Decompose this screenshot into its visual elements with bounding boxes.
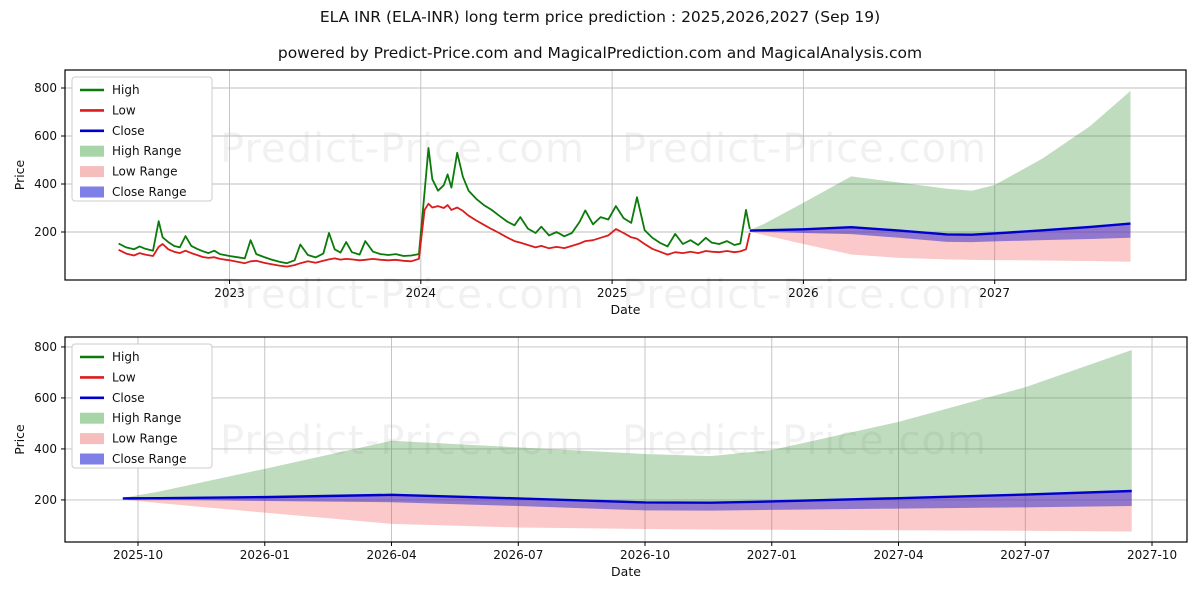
legend-label: High xyxy=(112,83,140,97)
x-tick-label: 2027-07 xyxy=(1000,548,1050,562)
legend-swatch-band xyxy=(80,433,104,445)
x-tick-label: 2025-10 xyxy=(113,548,163,562)
legend-label: Low xyxy=(112,103,136,117)
legend-item: Close xyxy=(80,391,145,405)
legend-swatch-band xyxy=(80,186,104,198)
legend-swatch-band xyxy=(80,145,104,157)
x-axis-label: Date xyxy=(611,302,641,317)
x-tick-label: 2026 xyxy=(788,286,819,300)
legend-item: Close Range xyxy=(80,452,187,466)
y-axis-label: Price xyxy=(12,424,27,455)
watermark-text: Predict-Price.com xyxy=(220,126,585,172)
legend-swatch-band xyxy=(80,166,104,178)
watermark-text: Predict-Price.com xyxy=(622,418,987,464)
legend-label: Low Range xyxy=(112,165,177,179)
legend-box xyxy=(71,343,213,469)
chart-forecast-detail: 2025-10 2026-01 2026-04 2026-07 2026-10 2027-… xyxy=(12,336,1188,579)
y-tick-label: 400 xyxy=(34,177,57,191)
x-tick-label: 2024 xyxy=(406,286,437,300)
legend: High Low Close High Range Low Range Close Ran… xyxy=(71,343,213,469)
chart-history-plus-forecast: 2023 2024 2025 2026 2027 200 400 600 800 Date Pric… xyxy=(12,69,1187,317)
legend-item: Close xyxy=(80,124,145,138)
legend-label: Low Range xyxy=(112,432,177,446)
legend-item: High Range xyxy=(80,411,181,425)
legend-item: High xyxy=(80,83,140,97)
legend-label: Low xyxy=(112,370,136,384)
x-tick-label: 2026-01 xyxy=(240,548,290,562)
legend-label: Close xyxy=(112,124,145,138)
legend-swatch-band xyxy=(80,412,104,424)
close-line xyxy=(749,222,1131,236)
y-tick-label: 600 xyxy=(34,129,57,143)
y-tick-label: 200 xyxy=(34,225,57,239)
x-tick-label: 2027-04 xyxy=(873,548,923,562)
y-axis-label: Price xyxy=(12,159,27,190)
legend-label: High xyxy=(112,350,140,364)
legend-box xyxy=(71,76,213,202)
legend-label: Close xyxy=(112,391,145,405)
legend-label: Close Range xyxy=(112,185,187,199)
figure-title: ELA INR (ELA-INR) long term price predic… xyxy=(319,8,881,26)
legend-label: Close Range xyxy=(112,452,187,466)
high-line xyxy=(118,147,751,265)
x-tick-label: 2026-04 xyxy=(366,548,416,562)
watermark-text: Predict-Price.com xyxy=(622,126,987,172)
x-tick-label: 2027-01 xyxy=(747,548,797,562)
high-range-band xyxy=(749,90,1131,235)
watermark-text: Predict-Price.com xyxy=(220,418,585,464)
x-axis-label: Date xyxy=(611,564,641,579)
plot-border xyxy=(64,336,1188,543)
x-tick-label: 2026-10 xyxy=(620,548,670,562)
x-tick-label: 2025 xyxy=(597,286,628,300)
legend: High Low Close High Range Low Range Close Ran… xyxy=(71,76,213,202)
legend-item: Low Range xyxy=(80,165,177,179)
y-tick-label: 400 xyxy=(34,442,57,456)
x-tick-label: 2027 xyxy=(979,286,1010,300)
legend-label: High Range xyxy=(112,411,181,425)
legend-item: Low xyxy=(80,103,136,117)
close-line xyxy=(122,489,1132,504)
low-line xyxy=(118,202,751,268)
y-tick-label: 800 xyxy=(34,81,57,95)
x-tick-label: 2026-07 xyxy=(493,548,543,562)
y-tick-label: 200 xyxy=(34,493,57,507)
legend-item: High xyxy=(80,350,140,364)
y-tick-label: 600 xyxy=(34,391,57,405)
plot-border xyxy=(64,69,1187,281)
legend-swatch-band xyxy=(80,453,104,465)
legend-item: Low xyxy=(80,370,136,384)
legend-item: Low Range xyxy=(80,432,177,446)
x-tick-label: 2027-10 xyxy=(1127,548,1177,562)
high-range-band xyxy=(122,350,1132,503)
x-tick-label: 2023 xyxy=(214,286,245,300)
y-tick-label: 800 xyxy=(34,340,57,354)
figure-subtitle: powered by Predict-Price.com and Magical… xyxy=(277,44,923,62)
legend-item: High Range xyxy=(80,144,181,158)
legend-item: Close Range xyxy=(80,185,187,199)
legend-label: High Range xyxy=(112,144,181,158)
